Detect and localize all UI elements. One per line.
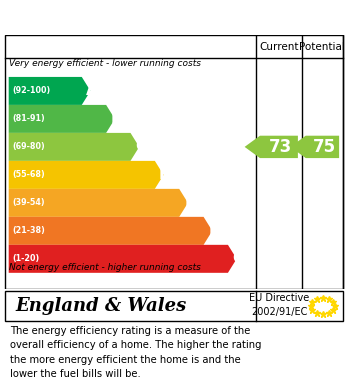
Text: EU Directive
2002/91/EC: EU Directive 2002/91/EC xyxy=(249,293,309,317)
Text: E: E xyxy=(184,196,195,210)
Text: 75: 75 xyxy=(313,138,336,156)
Text: G: G xyxy=(232,251,245,266)
Text: (81-91): (81-91) xyxy=(12,115,45,124)
Text: England & Wales: England & Wales xyxy=(16,297,187,315)
Polygon shape xyxy=(245,136,298,158)
Polygon shape xyxy=(9,105,115,133)
Polygon shape xyxy=(9,133,139,161)
Text: (69-80): (69-80) xyxy=(12,142,45,151)
Polygon shape xyxy=(9,161,164,189)
Text: B: B xyxy=(111,111,122,126)
Text: (21-38): (21-38) xyxy=(12,226,45,235)
Text: Very energy efficient - lower running costs: Very energy efficient - lower running co… xyxy=(9,59,201,68)
Text: Energy Efficiency Rating: Energy Efficiency Rating xyxy=(9,9,249,27)
Text: D: D xyxy=(159,167,172,182)
Text: The energy efficiency rating is a measure of the
overall efficiency of a home. T: The energy efficiency rating is a measur… xyxy=(10,326,262,379)
Polygon shape xyxy=(9,217,212,245)
Text: 73: 73 xyxy=(269,138,292,156)
Polygon shape xyxy=(9,245,237,273)
Text: (92-100): (92-100) xyxy=(12,86,50,95)
Polygon shape xyxy=(9,189,188,217)
Text: F: F xyxy=(209,223,219,239)
Text: (39-54): (39-54) xyxy=(12,198,45,207)
Text: (1-20): (1-20) xyxy=(12,254,39,263)
Text: C: C xyxy=(135,139,147,154)
Polygon shape xyxy=(9,77,90,105)
Text: Not energy efficient - higher running costs: Not energy efficient - higher running co… xyxy=(9,262,200,271)
Polygon shape xyxy=(290,136,339,158)
Text: Potential: Potential xyxy=(300,41,345,52)
Text: (55-68): (55-68) xyxy=(12,170,45,179)
Text: A: A xyxy=(86,83,98,99)
Text: Current: Current xyxy=(259,41,299,52)
